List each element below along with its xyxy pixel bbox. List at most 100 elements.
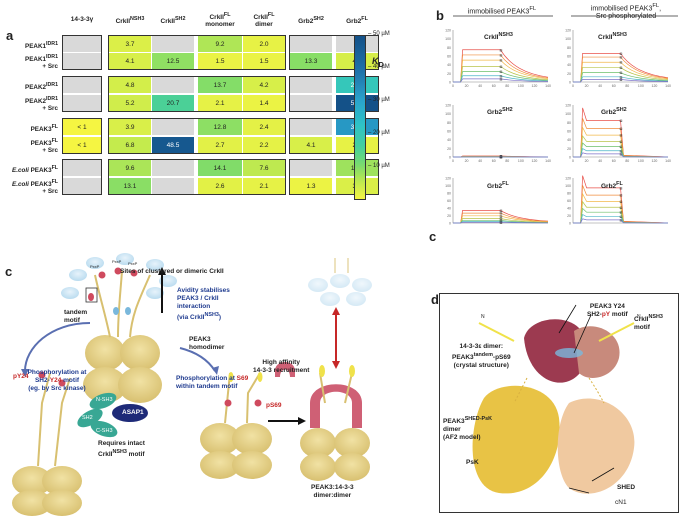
spr-ytick: 20 bbox=[447, 214, 451, 218]
kd-cell bbox=[152, 77, 194, 93]
spr-ytick: 60 bbox=[447, 55, 451, 59]
kd-cell: 2.0 bbox=[243, 36, 285, 52]
spr-xtick: 20 bbox=[465, 84, 469, 88]
spr-xtick: 80 bbox=[505, 84, 509, 88]
kd-cell: < 1 bbox=[63, 137, 101, 153]
sensorgram-curve bbox=[453, 75, 549, 83]
kd-cell bbox=[290, 95, 332, 111]
colorbar-tick: – 10 µM bbox=[368, 163, 390, 169]
sensorgram-curve bbox=[453, 212, 549, 224]
spr-xtick: 40 bbox=[598, 159, 602, 163]
1433-dimer-label: 14-3-3ε dimer: PEAK3tandem-pS69 (crystal s… bbox=[452, 343, 511, 370]
spr-xtick: 0 bbox=[572, 159, 574, 163]
y24-motif-label: PEAK3 Y24 SH2-pY motif bbox=[587, 303, 628, 318]
tandem-motif-label: tandem motif bbox=[64, 309, 88, 324]
kd-cell: 2.2 bbox=[243, 137, 285, 153]
sensorgram-marker: ⊠ bbox=[620, 134, 623, 138]
spr-xtick: 80 bbox=[625, 159, 629, 163]
sensorgram-curve bbox=[573, 79, 669, 83]
sensorgram-curve bbox=[573, 72, 669, 83]
kd-cell: 6.8 bbox=[109, 137, 151, 153]
spr-xtick: 80 bbox=[625, 84, 629, 88]
kd-cell: 2.1 bbox=[198, 95, 242, 111]
spr-ytick: 60 bbox=[447, 130, 451, 134]
spr-xtick: 100 bbox=[638, 84, 644, 88]
colorbar-tick: – 40 µM bbox=[368, 64, 390, 70]
sensorgram-marker: ⊠ bbox=[620, 75, 623, 79]
spr-xtick: 0 bbox=[572, 84, 574, 88]
sensorgram-curve bbox=[453, 78, 549, 83]
colorbar-tick: – 30 µM bbox=[368, 97, 390, 103]
spr-ytick: 120 bbox=[445, 177, 451, 181]
kd-cell: 4.8 bbox=[109, 77, 151, 93]
spr-ytick: 20 bbox=[567, 72, 571, 76]
sensorgram-curve bbox=[453, 215, 549, 224]
sensorgram-curve bbox=[453, 71, 549, 83]
sensorgram-curve bbox=[573, 218, 669, 224]
table-group-border bbox=[62, 159, 102, 195]
spr-xtick: 40 bbox=[598, 84, 602, 88]
sensorgram-curve bbox=[453, 66, 549, 83]
spr-xtick: 60 bbox=[612, 159, 616, 163]
spr-ytick: 40 bbox=[447, 63, 451, 67]
kd-cell bbox=[63, 53, 101, 69]
kd-cell bbox=[290, 77, 332, 93]
sensorgram-marker: ⊠ bbox=[620, 56, 623, 60]
table-group-border bbox=[108, 35, 286, 70]
sensorgram-analyte-label: Grb2FL bbox=[487, 181, 509, 191]
avidity-note: Avidity stabilises PEAK3 / CrkII interacti… bbox=[177, 287, 230, 322]
sensorgram-marker: ⊠ bbox=[500, 221, 503, 225]
kd-cell bbox=[152, 119, 194, 135]
spr-xtick: 40 bbox=[478, 84, 482, 88]
spr-ytick: 60 bbox=[447, 199, 451, 203]
spr-title-immobilised: immobilised PEAK3FL bbox=[467, 6, 537, 16]
colorbar-tick: – 50 µM bbox=[368, 31, 390, 37]
kd-cell bbox=[290, 36, 332, 52]
crkii-motif-label: CrkIINSH3 motif bbox=[634, 314, 663, 332]
sensorgram-marker: ⊠ bbox=[620, 215, 623, 219]
pxxp-motif-label: PxxP bbox=[128, 261, 138, 266]
spr-xtick: 120 bbox=[532, 84, 538, 88]
kd-cell bbox=[152, 178, 194, 194]
kd-cell: 13.7 bbox=[198, 77, 242, 93]
sensorgram-marker: ⊠ bbox=[620, 61, 623, 65]
cn1-label: cN1 bbox=[615, 499, 627, 506]
psk-label: PsK bbox=[466, 459, 479, 466]
sensorgram-marker: ⊠ bbox=[620, 211, 623, 215]
spr-xtick: 140 bbox=[665, 159, 671, 163]
spr-ytick: 80 bbox=[567, 192, 571, 196]
sensorgram-curve bbox=[453, 54, 549, 83]
spr-ytick: 40 bbox=[567, 207, 571, 211]
kd-cell bbox=[152, 160, 194, 176]
kd-cell: 3.9 bbox=[109, 119, 151, 135]
peak3-homodimer-label: PEAK3 homodimer bbox=[189, 336, 225, 351]
spr-ytick: 20 bbox=[567, 214, 571, 218]
spr-xtick: 140 bbox=[545, 159, 551, 163]
kd-cell: 1.4 bbox=[243, 95, 285, 111]
kd-cell: 3.7 bbox=[109, 36, 151, 52]
spr-ytick: 80 bbox=[567, 46, 571, 50]
sensorgram-marker: ⊠ bbox=[500, 212, 503, 216]
spr-ytick: 40 bbox=[447, 138, 451, 142]
kd-cell: < 1 bbox=[63, 119, 101, 135]
table-group-border bbox=[62, 35, 102, 70]
high-affinity-note: High affinity 14-3-3 recruitment bbox=[253, 359, 310, 374]
sensorgram-marker: ⊠ bbox=[500, 70, 503, 74]
spr-title-src-phosphorylated: immobilised PEAK3FL, Src phosphorylated bbox=[590, 3, 662, 21]
row-label: PEAK2IDR1 + Src bbox=[25, 96, 58, 113]
n-terminus-left: N bbox=[481, 314, 485, 320]
homodimer-bottom-left bbox=[12, 371, 148, 516]
spr-ytick: 40 bbox=[567, 138, 571, 142]
kd-cell: 2.7 bbox=[198, 137, 242, 153]
sensorgram-marker: ⊠ bbox=[620, 186, 623, 190]
panel-label-c-duplicate: c bbox=[429, 229, 437, 244]
panel-label-a: a bbox=[6, 28, 14, 43]
kd-colorbar bbox=[354, 35, 366, 200]
spr-xtick: 120 bbox=[652, 159, 658, 163]
spr-xtick: 120 bbox=[652, 84, 658, 88]
table-group-border bbox=[289, 35, 379, 70]
